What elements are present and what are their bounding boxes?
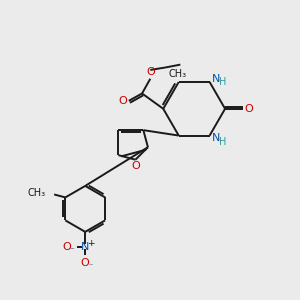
Text: N: N [212, 74, 220, 84]
Text: O: O [131, 161, 140, 171]
Text: ⁻: ⁻ [88, 261, 93, 270]
Text: N: N [81, 242, 89, 252]
Text: O: O [146, 67, 155, 77]
Text: O: O [118, 96, 127, 106]
Text: ⁻: ⁻ [69, 247, 74, 256]
Text: H: H [220, 77, 227, 87]
Text: H: H [220, 137, 227, 147]
Text: O: O [245, 104, 254, 114]
Text: O: O [63, 242, 71, 252]
Text: O: O [81, 258, 90, 268]
Text: +: + [87, 239, 94, 248]
Text: CH₃: CH₃ [168, 69, 186, 79]
Text: CH₃: CH₃ [28, 188, 46, 198]
Text: N: N [212, 134, 220, 143]
